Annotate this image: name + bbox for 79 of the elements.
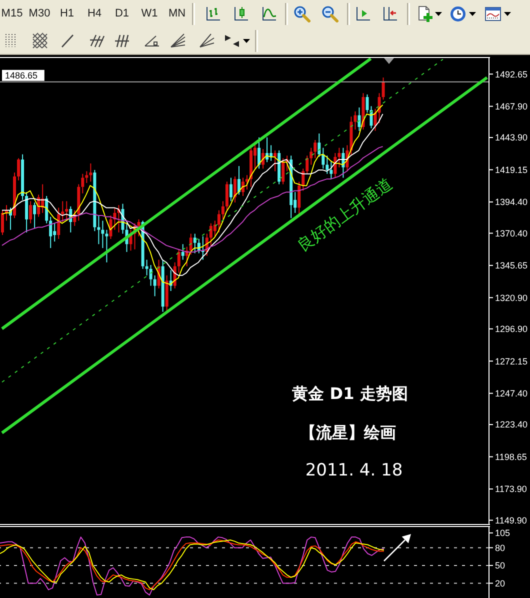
y-tick-label: 1247.40: [495, 388, 528, 399]
candlestick: [105, 229, 108, 263]
y-tick-label: 1394.40: [495, 197, 528, 208]
candlestick: [310, 147, 313, 166]
candlestick: [189, 233, 192, 256]
candlestick: [81, 173, 84, 194]
candlestick: [282, 158, 285, 185]
candlestick: [229, 177, 232, 202]
candlestick: [358, 106, 361, 132]
candlestick: [177, 248, 180, 274]
y-tick-label: 1419.15: [495, 164, 528, 175]
candlestick: [302, 168, 305, 192]
annotation: 黄金 D1 走势图: [292, 384, 408, 403]
candlestick: [366, 94, 369, 114]
candlestick: [149, 264, 152, 286]
candlestick: [326, 155, 329, 174]
candlestick: [338, 147, 341, 168]
y-tick-label: 1198.65: [495, 452, 527, 462]
y-tick-label: 1272.15: [495, 356, 528, 366]
candlestick: [153, 274, 156, 297]
candlestick: [29, 200, 32, 224]
candlestick: [53, 222, 56, 242]
candlestick: [306, 155, 309, 174]
text: M30: [28, 8, 50, 20]
y-tick-label: 1223.40: [495, 420, 528, 430]
candlestick: [137, 218, 140, 237]
candlestick: [61, 200, 64, 223]
y-tick-label: 1492.65: [495, 69, 528, 80]
text: M15: [1, 8, 23, 20]
annotation: 【流星】绘画: [300, 423, 396, 442]
y-tick-label: 1467.90: [495, 101, 528, 112]
candlestick: [274, 150, 277, 172]
y-tick-label: 1149.90: [495, 515, 527, 526]
y-tick-label: 1320.90: [495, 292, 528, 303]
candlestick: [217, 210, 220, 233]
text: H4: [87, 8, 102, 20]
candlestick: [49, 216, 52, 249]
candlestick: [354, 110, 357, 130]
y-tick-label: 80: [495, 542, 506, 553]
candlestick: [330, 160, 333, 180]
candlestick: [57, 207, 60, 240]
candlestick: [97, 215, 100, 245]
ref-line-label: 1486.65: [5, 70, 38, 80]
candlestick: [25, 192, 28, 233]
candlestick: [225, 181, 228, 211]
candlestick: [314, 140, 317, 159]
y-tick-label: 50: [495, 560, 506, 571]
candlestick: [33, 202, 36, 230]
candlestick: [213, 220, 216, 237]
candlestick: [233, 176, 236, 203]
y-tick-label: 1296.90: [495, 324, 528, 334]
candlestick: [237, 166, 240, 196]
candlestick: [145, 259, 148, 276]
annotation: 良好的上升通道: [294, 174, 396, 256]
candlestick: [209, 222, 212, 246]
y-tick-label: 105: [495, 528, 510, 538]
y-tick-label: 1173.90: [495, 484, 527, 494]
y-tick-label: 1443.90: [495, 132, 528, 143]
y-tick-label: 1345.65: [495, 260, 528, 271]
candlestick: [181, 244, 184, 260]
candlestick: [258, 136, 261, 170]
text: D1: [114, 8, 130, 20]
candlestick: [1, 210, 4, 236]
text: H1: [60, 8, 74, 20]
candlestick: [221, 200, 224, 223]
annotation: 2011. 4. 18: [305, 460, 403, 480]
candlestick: [193, 233, 196, 254]
candlestick: [17, 158, 20, 181]
candlestick: [246, 174, 248, 190]
candlestick: [298, 181, 301, 215]
candlestick: [382, 77, 385, 100]
candlestick: [85, 170, 88, 184]
text: MN: [168, 8, 186, 20]
text: W1: [141, 8, 158, 20]
y-tick-label: 20: [495, 578, 506, 588]
candlestick: [65, 200, 68, 222]
candlestick: [89, 162, 92, 182]
candlestick: [318, 132, 321, 158]
y-tick-label: 1370.40: [495, 228, 528, 238]
